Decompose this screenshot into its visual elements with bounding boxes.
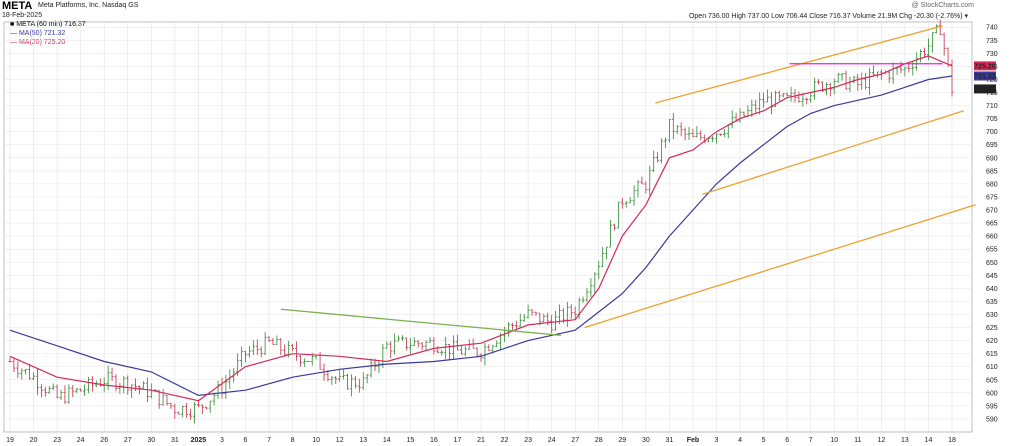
x-tick-label: 6	[244, 437, 248, 444]
ma20-line	[9, 55, 953, 402]
price-marker	[974, 84, 996, 94]
y-tick-label: 625	[986, 325, 998, 332]
y-tick-label: 645	[986, 273, 998, 280]
price-marker-label: 725.20	[974, 63, 996, 70]
x-tick-label: 3	[715, 437, 719, 444]
legend-ma50-label: MA(50) 721.32	[18, 30, 66, 37]
x-tick-label: 12	[336, 437, 344, 444]
trendline-orange	[655, 25, 943, 104]
y-tick-label: 700	[986, 129, 998, 136]
x-tick-label: 27	[124, 437, 132, 444]
x-tick-label: 10	[312, 437, 320, 444]
trendline-orange	[702, 110, 964, 195]
x-tick-label: 20	[30, 437, 38, 444]
x-tick-label: Feb	[687, 437, 699, 444]
x-tick-label: 30	[642, 437, 650, 444]
legend: ■ META (60 min) 716.37 — MA(50) 721.32 —…	[10, 20, 86, 47]
x-tick-label: 15	[406, 437, 414, 444]
legend-price-label: META (60 min) 716.37	[16, 21, 86, 28]
y-tick-label: 640	[986, 286, 998, 293]
y-tick-label: 685	[986, 168, 998, 175]
price-marker	[974, 61, 996, 71]
x-tick-label: 24	[77, 437, 85, 444]
legend-ma20: — MA(20) 725.20	[10, 39, 66, 46]
x-tick-label: 28	[595, 437, 603, 444]
price-marker-label: 716.37	[974, 86, 996, 93]
x-tick-label: 24	[548, 437, 556, 444]
y-tick-label: 705	[986, 116, 998, 123]
x-tick-label: 14	[925, 437, 933, 444]
x-tick-label: 3	[220, 437, 224, 444]
x-tick-label: 7	[809, 437, 813, 444]
x-tick-label: 7	[267, 437, 271, 444]
x-tick-label: 6	[785, 437, 789, 444]
x-tick-label: 16	[430, 437, 438, 444]
y-tick-label: 735	[986, 38, 998, 45]
x-tick-label: 31	[666, 437, 674, 444]
x-tick-label: 23	[53, 437, 61, 444]
x-tick-label: 23	[524, 437, 532, 444]
y-tick-label: 590	[986, 416, 998, 423]
y-tick-label: 595	[986, 403, 998, 410]
x-tick-label: 10	[830, 437, 838, 444]
x-tick-label: 13	[901, 437, 909, 444]
chart-date: 18-Feb-2025	[2, 12, 43, 19]
ticker-symbol: META	[2, 0, 33, 12]
legend-ma50: — MA(50) 721.32	[10, 30, 66, 37]
y-tick-label: 710	[986, 103, 998, 110]
y-tick-label: 650	[986, 260, 998, 267]
y-tick-label: 620	[986, 338, 998, 345]
y-tick-label: 670	[986, 208, 998, 215]
trendline-orange	[584, 204, 976, 329]
x-tick-label: 21	[477, 437, 485, 444]
y-tick-label: 675	[986, 194, 998, 201]
y-tick-label: 605	[986, 377, 998, 384]
x-tick-label: 18	[948, 437, 956, 444]
x-tick-label: 19	[6, 437, 14, 444]
trendline-green	[280, 308, 562, 337]
y-tick-label: 600	[986, 390, 998, 397]
x-tick-label: 2025	[191, 437, 207, 444]
x-tick-label: 30	[147, 437, 155, 444]
y-tick-label: 665	[986, 221, 998, 228]
y-tick-label: 690	[986, 155, 998, 162]
x-tick-label: 29	[618, 437, 626, 444]
y-tick-label: 730	[986, 51, 998, 58]
x-tick-label: 26	[100, 437, 108, 444]
watermark: @ StockCharts.com	[911, 2, 974, 9]
y-tick-label: 635	[986, 299, 998, 306]
price-marker-label: 721.32	[974, 74, 996, 81]
company-name: Meta Platforms, Inc. Nasdaq GS	[38, 2, 139, 9]
y-tick-label: 740	[986, 25, 998, 32]
x-tick-label: 17	[454, 437, 462, 444]
y-tick-label: 695	[986, 142, 998, 149]
x-tick-label: 12	[877, 437, 885, 444]
y-tick-label: 610	[986, 364, 998, 371]
price-marker	[974, 71, 996, 81]
ohlc-summary: Open 736.00 High 737.00 Low 706.44 Close…	[688, 13, 968, 20]
y-tick-label: 615	[986, 351, 998, 358]
x-tick-label: 31	[171, 437, 179, 444]
y-tick-label: 680	[986, 181, 998, 188]
x-tick-label: 8	[291, 437, 295, 444]
x-tick-label: 22	[501, 437, 509, 444]
x-tick-label: 27	[571, 437, 579, 444]
x-tick-label: 13	[359, 437, 367, 444]
x-tick-label: 14	[383, 437, 391, 444]
y-tick-label: 630	[986, 312, 998, 319]
ma50-line	[9, 75, 953, 397]
plot-frame	[3, 21, 973, 433]
y-tick-label: 715	[986, 90, 998, 97]
y-tick-label: 655	[986, 247, 998, 254]
legend-ma20-label: MA(20) 725.20	[18, 39, 66, 46]
legend-price: ■ META (60 min) 716.37	[10, 21, 86, 28]
x-tick-label: 4	[738, 437, 742, 444]
x-tick-label: 5	[762, 437, 766, 444]
y-tick-label: 660	[986, 234, 998, 241]
x-tick-label: 11	[854, 437, 861, 444]
